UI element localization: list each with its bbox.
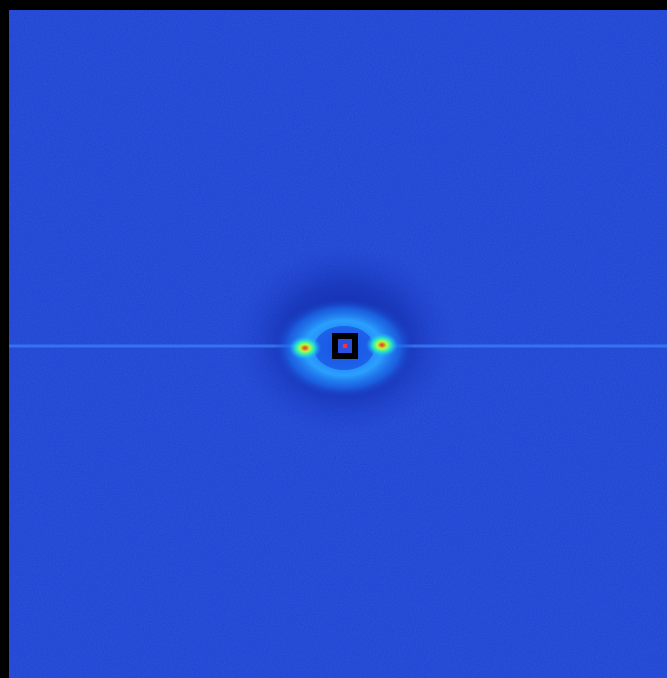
beam-center xyxy=(343,344,347,348)
spot-right xyxy=(366,333,398,357)
spot-left xyxy=(289,336,321,360)
